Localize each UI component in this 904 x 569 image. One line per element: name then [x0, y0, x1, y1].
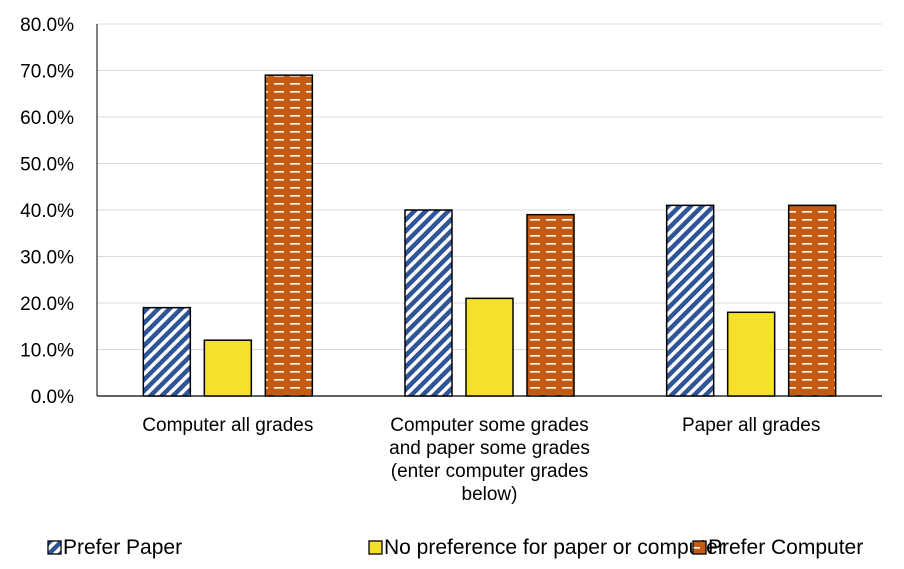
legend-swatch	[692, 540, 707, 555]
y-tick-label: 60.0%	[20, 108, 74, 129]
bar-1-3	[665, 204, 715, 397]
y-tick-label: 20.0%	[20, 294, 74, 315]
x-category-label: Computer some grades and paper some grade…	[389, 415, 590, 505]
y-tick-label: 70.0%	[20, 62, 74, 83]
bar-1-2	[404, 209, 453, 397]
legend-label: Prefer Paper	[63, 536, 182, 559]
y-tick-label: 10.0%	[20, 341, 74, 362]
bar-3-3	[787, 204, 837, 397]
y-tick-label: 80.0%	[20, 15, 74, 36]
axis-labels: 0.0% 10.0% 20.0% 30.0% 40.0% 50.0% 60.0% 70.0% 8…	[20, 15, 820, 505]
legend-swatch	[368, 540, 383, 555]
y-tick-label: 40.0%	[20, 201, 74, 222]
x-category-label: Computer all grades	[142, 415, 313, 436]
y-tick-label: 0.0%	[31, 387, 74, 408]
legend-label: Prefer Computer	[708, 536, 863, 559]
legend: Prefer Paper No preference for paper or c…	[47, 536, 863, 559]
bar-2-1	[203, 339, 253, 397]
bar-2-3	[726, 311, 776, 397]
bars	[142, 74, 837, 397]
y-tick-label: 50.0%	[20, 155, 74, 176]
legend-label: No preference for paper or computer	[384, 536, 725, 559]
y-tick-label: 30.0%	[20, 248, 74, 269]
bar-2-2	[465, 297, 514, 397]
gridlines	[97, 23, 882, 350]
bar-1-1	[142, 306, 192, 397]
bar-3-1	[264, 74, 314, 397]
legend-swatch	[47, 540, 62, 555]
x-category-label: Paper all grades	[682, 415, 820, 436]
bar-3-2	[526, 213, 575, 397]
